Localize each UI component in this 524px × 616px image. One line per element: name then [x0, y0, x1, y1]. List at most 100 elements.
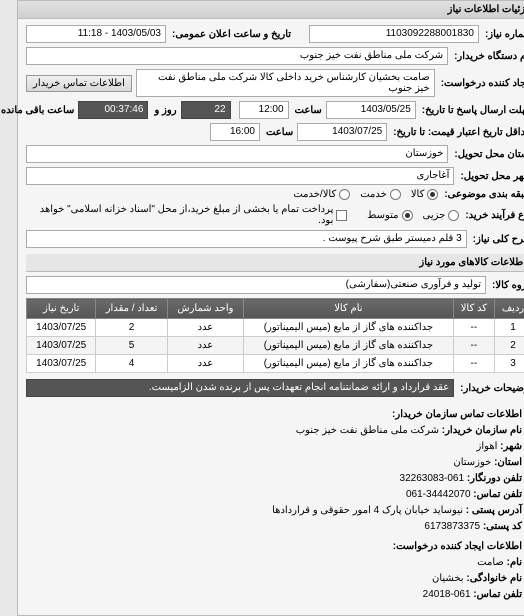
caddr-v: نیوساید خیابان پارک 4 امور حقوقی و قرارد…	[255, 505, 446, 516]
radio-label: جزیی	[406, 210, 429, 221]
radio-label: کالا	[394, 189, 408, 200]
cfam-k: نام خانوادگی:	[449, 573, 505, 584]
creator-contact-title: اطلاعات ایجاد کننده درخواست:	[19, 539, 505, 555]
radio-icon	[373, 189, 384, 200]
cctel-v: 061-24018	[406, 589, 454, 600]
ctel2-v: 34442070-061	[389, 489, 454, 500]
ccity-k: شهر:	[483, 441, 505, 452]
table-row[interactable]: 2--جداکننده های گاز از مایع (میس الیمینا…	[10, 337, 515, 355]
subject-type-group: کالا خدمت کالا/خدمت	[276, 189, 421, 200]
table-header: تاریخ نیاز	[10, 299, 79, 319]
table-cell: 2	[478, 337, 515, 355]
desc-field: عقد قرارداد و ارائه ضمانتنامه انجام تعهد…	[9, 379, 437, 397]
goods-group-label: گروه کالا:	[473, 280, 515, 291]
table-cell: --	[436, 355, 477, 373]
goods-table: ردیفکد کالانام کالاواحد شمارشتعداد / مقد…	[9, 298, 515, 373]
table-cell: 1403/07/25	[10, 319, 79, 337]
goods-section-title: اطلاعات کالاهای مورد نیاز	[9, 254, 515, 272]
table-cell: عدد	[150, 337, 226, 355]
remain-time: 00:37:46	[61, 101, 131, 119]
remain-days: 22	[164, 101, 214, 119]
key-label: شرح کلی نیاز:	[454, 234, 515, 245]
table-row[interactable]: 1--جداکننده های گاز از مایع (میس الیمینا…	[10, 319, 515, 337]
org-v: شرکت ملی مناطق نفت خیز جنوب	[279, 425, 422, 436]
remain-days-label: روز و	[135, 105, 159, 116]
remain-time-label: ساعت باقی مانده	[0, 105, 57, 116]
cfam-v: بخشیان	[415, 573, 447, 584]
deadline-time-label: ساعت	[276, 105, 305, 116]
need-no-label: شماره نیاز:	[466, 29, 515, 40]
caddr-k: آدرس پستی :	[449, 505, 505, 516]
radio-label: خدمت	[343, 189, 370, 200]
price-valid-time: 16:00	[193, 123, 243, 141]
checkbox-icon	[319, 210, 330, 221]
table-header: واحد شمارش	[150, 299, 226, 319]
radio-icon	[431, 210, 442, 221]
table-cell: --	[436, 319, 477, 337]
cctel-k: تلفن تماس:	[456, 589, 505, 600]
deadline-label: مهلت ارسال پاسخ تا تاریخ:	[403, 105, 515, 116]
ccity-v: اهواز	[460, 441, 481, 452]
radio-option[interactable]: جزیی	[406, 210, 443, 221]
city-field: آغاجاری	[9, 167, 437, 185]
buyer-org-field: شرکت ملی مناطق نفت خیز جنوب	[9, 47, 431, 65]
treasury-check-item[interactable]: پرداخت تمام یا بخشی از مبلغ خرید،از محل …	[9, 204, 330, 226]
table-header: کد کالا	[436, 299, 477, 319]
radio-label: کالا/خدمت	[276, 189, 319, 200]
table-header: تعداد / مقدار	[79, 299, 150, 319]
table-cell: 5	[79, 337, 150, 355]
key-field: 3 قلم دمیستر طبق شرح پیوست .	[9, 230, 450, 248]
table-cell: 1	[478, 319, 515, 337]
price-valid-label: حداقل تاریخ اعتبار قیمت: تا تاریخ:	[374, 127, 515, 138]
table-cell: جداکننده های گاز از مایع (میس الیمیناتور…	[227, 319, 436, 337]
table-cell: جداکننده های گاز از مایع (میس الیمیناتور…	[227, 355, 436, 373]
announce-label: تاریخ و ساعت اعلان عمومی:	[153, 29, 274, 40]
subject-type-label: طبقه بندی موضوعی:	[425, 189, 515, 200]
ctel-v: 061-32263083	[383, 473, 448, 484]
treasury-check-label: پرداخت تمام یا بخشی از مبلغ خرید،از محل …	[9, 204, 316, 226]
table-cell: 3	[478, 355, 515, 373]
table-cell: 1403/07/25	[10, 355, 79, 373]
cstate-k: استان:	[477, 457, 505, 468]
buyer-org-label: نام دستگاه خریدار:	[435, 51, 515, 62]
table-cell: عدد	[150, 355, 226, 373]
radio-option[interactable]: کالا/خدمت	[276, 189, 333, 200]
contact-info-button[interactable]: اطلاعات تماس خریدار	[9, 75, 115, 92]
org-k: نام سازمان خریدار:	[425, 425, 505, 436]
province-field: خوزستان	[9, 145, 431, 163]
table-header: ردیف	[478, 299, 515, 319]
buy-type-group: جزیی متوسط	[350, 210, 442, 221]
cname-v: صامت	[460, 557, 487, 568]
table-row[interactable]: 3--جداکننده های گاز از مایع (میس الیمینا…	[10, 355, 515, 373]
details-panel: جزئیات اطلاعات نیاز شماره نیاز: 11030922…	[0, 0, 524, 616]
buy-type-label: نوع فرآیند خرید:	[446, 210, 515, 221]
radio-icon	[322, 189, 333, 200]
table-cell: 1403/07/25	[10, 337, 79, 355]
radio-icon	[410, 189, 421, 200]
table-header: نام کالا	[227, 299, 436, 319]
cstate-v: خوزستان	[436, 457, 474, 468]
goods-group-field: تولید و فرآوری صنعتی(سفارشی)	[9, 276, 469, 294]
contact-title: اطلاعات تماس سازمان خریدار:	[19, 407, 505, 423]
table-cell: --	[436, 337, 477, 355]
table-cell: 4	[79, 355, 150, 373]
radio-label: متوسط	[350, 210, 381, 221]
panel-title: جزئیات اطلاعات نیاز	[1, 1, 523, 19]
ctel-k: تلفن دورنگار:	[450, 473, 505, 484]
province-label: استان محل تحویل:	[435, 149, 515, 160]
radio-option[interactable]: خدمت	[343, 189, 384, 200]
announce-field: 1403/05/03 - 11:18	[9, 25, 149, 43]
cpost-v: 6173873375	[407, 521, 463, 532]
deadline-date: 1403/05/25	[309, 101, 399, 119]
creator-label: ایجاد کننده درخواست:	[422, 78, 515, 89]
radio-option[interactable]: کالا	[394, 189, 422, 200]
need-no-field: 1103092288001830	[292, 25, 462, 43]
city-label: شهر محل تحویل:	[441, 171, 515, 182]
deadline-time: 12:00	[222, 101, 272, 119]
price-valid-time-label: ساعت	[247, 127, 276, 138]
radio-option[interactable]: متوسط	[350, 210, 395, 221]
creator-field: صامت بخشیان کارشناس خرید داخلی کالا شرکت…	[119, 69, 418, 97]
desc-label: توضیحات خریدار:	[441, 383, 515, 394]
cpost-k: کد پستی:	[466, 521, 505, 532]
ctel2-k: تلفن تماس:	[456, 489, 505, 500]
